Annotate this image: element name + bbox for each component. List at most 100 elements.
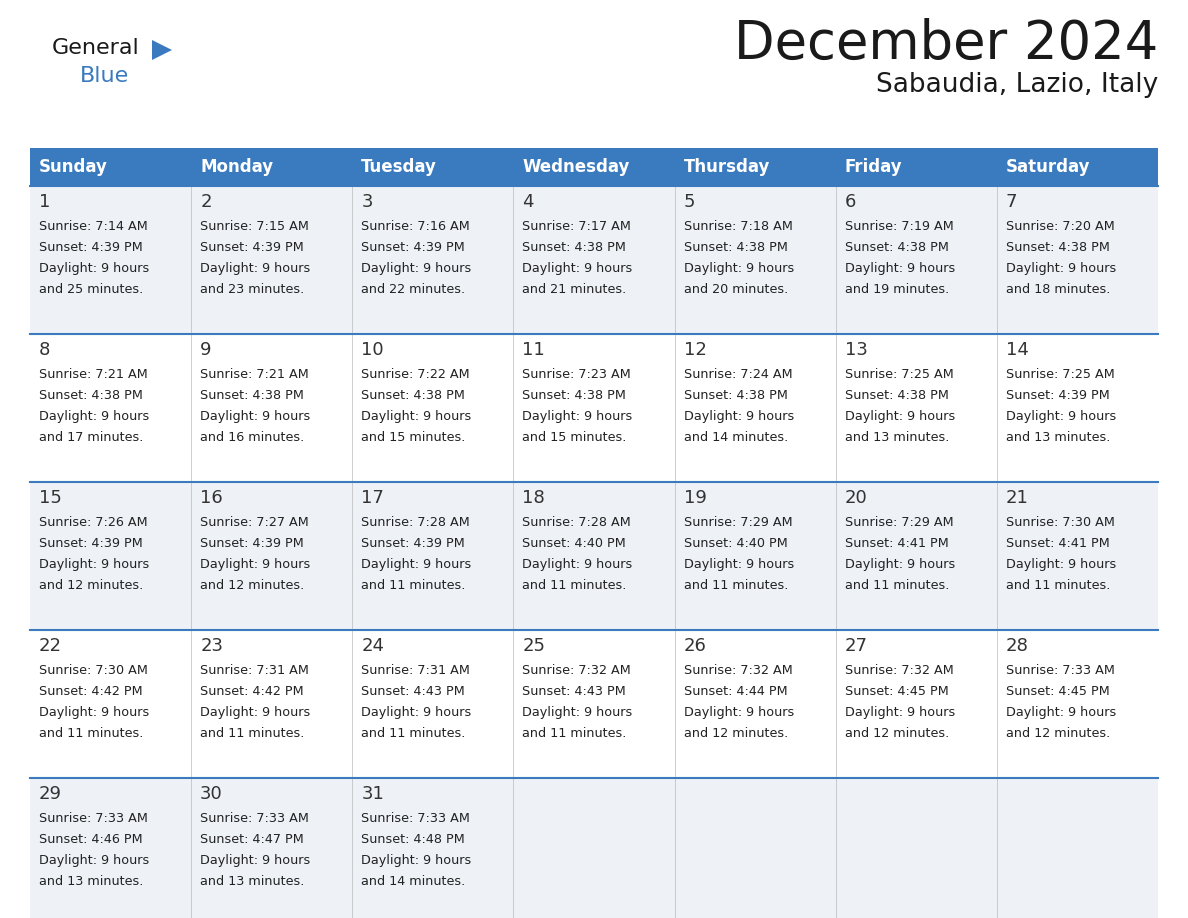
Text: Sunset: 4:42 PM: Sunset: 4:42 PM (200, 685, 304, 698)
Text: 1: 1 (39, 193, 50, 211)
Text: Sunrise: 7:26 AM: Sunrise: 7:26 AM (39, 516, 147, 529)
Text: Sunset: 4:38 PM: Sunset: 4:38 PM (523, 389, 626, 402)
Text: Sunrise: 7:25 AM: Sunrise: 7:25 AM (845, 368, 954, 381)
Text: Daylight: 9 hours: Daylight: 9 hours (1006, 558, 1116, 571)
Text: and 14 minutes.: and 14 minutes. (683, 431, 788, 444)
Text: Sunrise: 7:19 AM: Sunrise: 7:19 AM (845, 220, 954, 233)
Text: Sunrise: 7:21 AM: Sunrise: 7:21 AM (39, 368, 147, 381)
Text: Daylight: 9 hours: Daylight: 9 hours (39, 558, 150, 571)
Bar (675, 148, 835, 186)
Text: General: General (52, 38, 140, 58)
Text: Daylight: 9 hours: Daylight: 9 hours (845, 558, 955, 571)
Text: Sabaudia, Lazio, Italy: Sabaudia, Lazio, Italy (876, 72, 1158, 98)
Bar (191, 148, 353, 186)
Text: and 12 minutes.: and 12 minutes. (845, 727, 949, 740)
Text: Sunset: 4:38 PM: Sunset: 4:38 PM (1006, 241, 1110, 254)
Text: 17: 17 (361, 489, 384, 507)
Text: Sunset: 4:41 PM: Sunset: 4:41 PM (845, 537, 948, 550)
Text: Daylight: 9 hours: Daylight: 9 hours (1006, 706, 1116, 719)
Text: and 11 minutes.: and 11 minutes. (845, 579, 949, 592)
Bar (30, 482, 1158, 630)
Text: Sunset: 4:39 PM: Sunset: 4:39 PM (200, 241, 304, 254)
Text: 4: 4 (523, 193, 533, 211)
Text: Sunday: Sunday (39, 158, 108, 176)
Text: 12: 12 (683, 341, 707, 359)
Text: Sunset: 4:38 PM: Sunset: 4:38 PM (523, 241, 626, 254)
Text: Sunrise: 7:20 AM: Sunrise: 7:20 AM (1006, 220, 1114, 233)
Text: 18: 18 (523, 489, 545, 507)
Text: 25: 25 (523, 637, 545, 655)
Text: Daylight: 9 hours: Daylight: 9 hours (683, 706, 794, 719)
Text: Daylight: 9 hours: Daylight: 9 hours (523, 558, 633, 571)
Text: and 13 minutes.: and 13 minutes. (39, 875, 144, 888)
Text: and 11 minutes.: and 11 minutes. (361, 579, 466, 592)
Text: and 11 minutes.: and 11 minutes. (683, 579, 788, 592)
Text: and 17 minutes.: and 17 minutes. (39, 431, 144, 444)
Text: Sunrise: 7:33 AM: Sunrise: 7:33 AM (1006, 664, 1114, 677)
Text: and 13 minutes.: and 13 minutes. (200, 875, 304, 888)
Text: Sunrise: 7:28 AM: Sunrise: 7:28 AM (361, 516, 470, 529)
Text: Daylight: 9 hours: Daylight: 9 hours (200, 262, 310, 275)
Text: Sunset: 4:39 PM: Sunset: 4:39 PM (1006, 389, 1110, 402)
Text: Saturday: Saturday (1006, 158, 1091, 176)
Text: Sunset: 4:45 PM: Sunset: 4:45 PM (845, 685, 948, 698)
Text: 23: 23 (200, 637, 223, 655)
Text: 13: 13 (845, 341, 867, 359)
Text: 30: 30 (200, 785, 223, 803)
Text: Sunset: 4:39 PM: Sunset: 4:39 PM (200, 537, 304, 550)
Text: Sunset: 4:38 PM: Sunset: 4:38 PM (845, 241, 948, 254)
Text: Daylight: 9 hours: Daylight: 9 hours (523, 706, 633, 719)
Text: Sunset: 4:44 PM: Sunset: 4:44 PM (683, 685, 788, 698)
Text: Daylight: 9 hours: Daylight: 9 hours (361, 706, 472, 719)
Text: and 12 minutes.: and 12 minutes. (200, 579, 304, 592)
Bar (30, 778, 1158, 918)
Text: Sunrise: 7:31 AM: Sunrise: 7:31 AM (200, 664, 309, 677)
Text: 7: 7 (1006, 193, 1017, 211)
Text: Sunrise: 7:27 AM: Sunrise: 7:27 AM (200, 516, 309, 529)
Text: Sunset: 4:38 PM: Sunset: 4:38 PM (361, 389, 466, 402)
Text: Sunrise: 7:21 AM: Sunrise: 7:21 AM (200, 368, 309, 381)
Text: 11: 11 (523, 341, 545, 359)
Text: 21: 21 (1006, 489, 1029, 507)
Text: and 25 minutes.: and 25 minutes. (39, 283, 144, 296)
Bar (30, 334, 1158, 482)
Text: Daylight: 9 hours: Daylight: 9 hours (39, 410, 150, 423)
Text: 24: 24 (361, 637, 384, 655)
Text: Sunset: 4:42 PM: Sunset: 4:42 PM (39, 685, 143, 698)
Text: Sunset: 4:48 PM: Sunset: 4:48 PM (361, 833, 465, 846)
Bar (30, 186, 1158, 334)
Text: Daylight: 9 hours: Daylight: 9 hours (845, 706, 955, 719)
Text: Sunset: 4:45 PM: Sunset: 4:45 PM (1006, 685, 1110, 698)
Text: Sunrise: 7:32 AM: Sunrise: 7:32 AM (683, 664, 792, 677)
Text: Sunset: 4:38 PM: Sunset: 4:38 PM (683, 389, 788, 402)
Text: 27: 27 (845, 637, 867, 655)
Text: Sunrise: 7:22 AM: Sunrise: 7:22 AM (361, 368, 470, 381)
Text: Sunset: 4:38 PM: Sunset: 4:38 PM (683, 241, 788, 254)
Text: 14: 14 (1006, 341, 1029, 359)
Text: Sunset: 4:38 PM: Sunset: 4:38 PM (39, 389, 143, 402)
Text: and 11 minutes.: and 11 minutes. (1006, 579, 1111, 592)
Text: Wednesday: Wednesday (523, 158, 630, 176)
Text: Friday: Friday (845, 158, 903, 176)
Text: Daylight: 9 hours: Daylight: 9 hours (361, 854, 472, 867)
Text: Sunset: 4:46 PM: Sunset: 4:46 PM (39, 833, 143, 846)
Text: and 11 minutes.: and 11 minutes. (200, 727, 304, 740)
Text: Sunset: 4:39 PM: Sunset: 4:39 PM (361, 241, 465, 254)
Bar (30, 630, 1158, 778)
Text: Daylight: 9 hours: Daylight: 9 hours (683, 558, 794, 571)
Text: and 19 minutes.: and 19 minutes. (845, 283, 949, 296)
Text: and 23 minutes.: and 23 minutes. (200, 283, 304, 296)
Text: Daylight: 9 hours: Daylight: 9 hours (200, 854, 310, 867)
Text: Monday: Monday (200, 158, 273, 176)
Text: Sunrise: 7:18 AM: Sunrise: 7:18 AM (683, 220, 792, 233)
Text: Daylight: 9 hours: Daylight: 9 hours (523, 410, 633, 423)
Text: 19: 19 (683, 489, 707, 507)
Text: Sunrise: 7:32 AM: Sunrise: 7:32 AM (523, 664, 631, 677)
Text: Thursday: Thursday (683, 158, 770, 176)
Text: Daylight: 9 hours: Daylight: 9 hours (683, 262, 794, 275)
Text: Sunrise: 7:33 AM: Sunrise: 7:33 AM (39, 812, 147, 825)
Text: and 22 minutes.: and 22 minutes. (361, 283, 466, 296)
Text: 9: 9 (200, 341, 211, 359)
Text: and 11 minutes.: and 11 minutes. (361, 727, 466, 740)
Text: Sunrise: 7:15 AM: Sunrise: 7:15 AM (200, 220, 309, 233)
